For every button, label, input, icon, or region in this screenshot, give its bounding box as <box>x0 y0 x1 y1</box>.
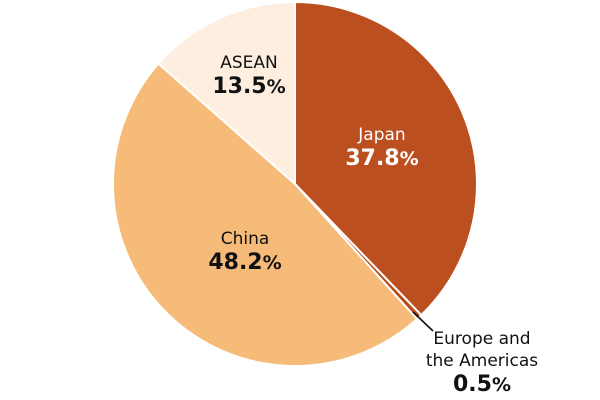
label-europe-pct: 0.5% <box>452 372 512 397</box>
label-asean: ASEAN 13.5% <box>212 52 285 100</box>
label-china: China 48.2% <box>208 228 281 276</box>
label-europe-americas: Europe and the Americas 0.5% <box>426 328 538 398</box>
label-japan: Japan 37.8% <box>345 124 418 172</box>
label-europe-name-1: Europe and <box>433 329 531 349</box>
pie-slice-china <box>112 62 419 367</box>
pie-slice-asean <box>157 1 296 185</box>
label-china-pct: 48.2% <box>208 250 282 275</box>
label-asean-name: ASEAN <box>220 53 278 73</box>
pie-slices <box>112 1 478 367</box>
europe-leader-line <box>412 311 434 332</box>
label-japan-name: Japan <box>358 125 406 145</box>
label-asean-pct: 13.5% <box>212 74 286 99</box>
label-japan-pct: 37.8% <box>345 146 419 171</box>
pie-slice-japan <box>294 1 478 317</box>
label-china-name: China <box>220 229 270 249</box>
label-europe-name-2: the Americas <box>425 351 539 371</box>
